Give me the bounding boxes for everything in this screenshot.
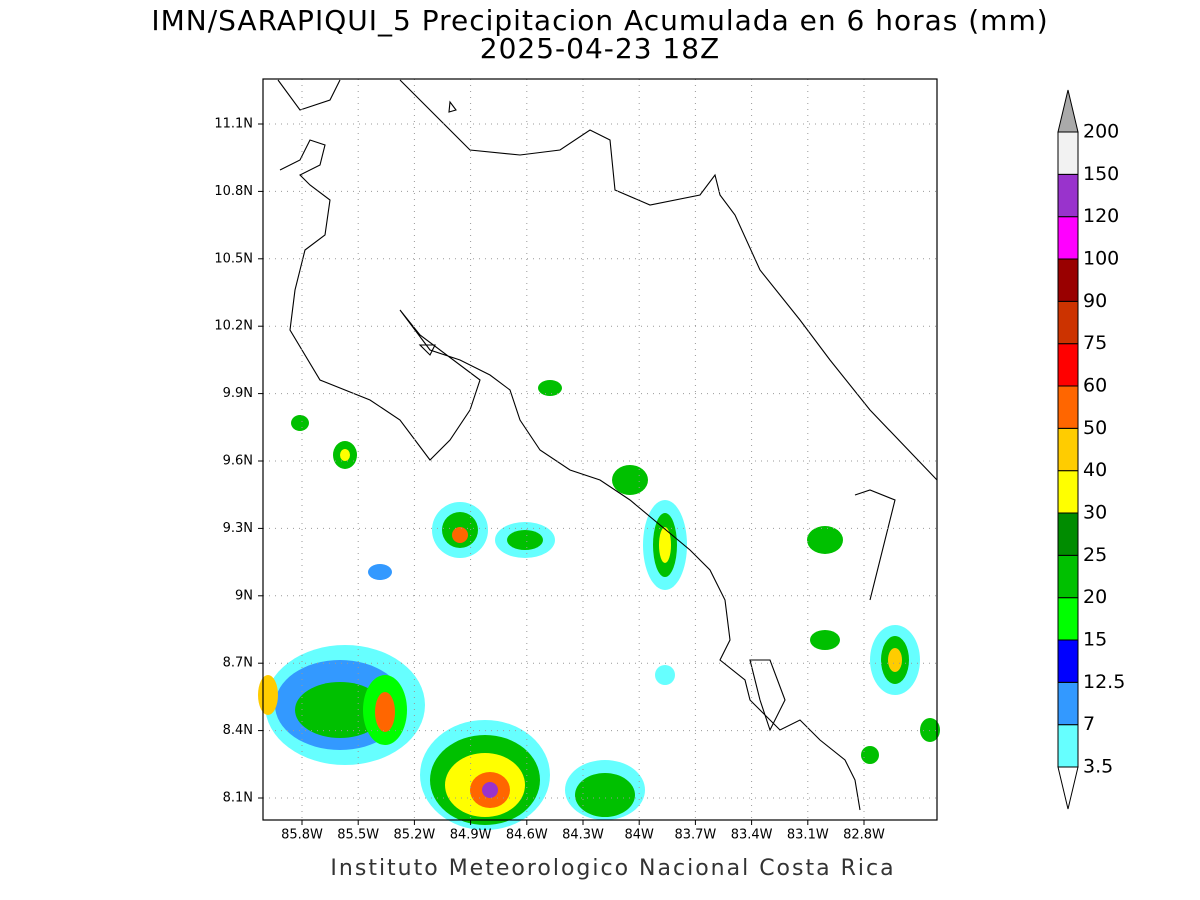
lat-label: 10.2N [214, 319, 253, 334]
lon-label: 85.2W [393, 828, 435, 843]
colorbar-label: 20 [1083, 586, 1107, 608]
precip-blobs [258, 380, 940, 830]
lon-label: 84W [624, 828, 654, 843]
colorbar-under [1057, 766, 1079, 810]
colorbar-over [1057, 89, 1079, 133]
colorbar-box [1057, 258, 1079, 302]
colorbar-label: 200 [1083, 121, 1119, 143]
lat-label: 9N [235, 588, 253, 603]
lon-label: 85.8W [281, 828, 323, 843]
colorbar-label: 100 [1083, 248, 1119, 270]
lon-label: 84.3W [562, 828, 604, 843]
colorbar-box [1057, 512, 1079, 556]
colorbar-box [1057, 173, 1079, 218]
lat-label: 9.3N [223, 521, 253, 536]
lon-label: 84.6W [506, 828, 548, 843]
colorbar-box [1057, 639, 1079, 683]
map-frame [262, 78, 938, 821]
colorbar-box [1057, 470, 1079, 514]
lon-label: 82.8W [843, 828, 885, 843]
lat-label: 8.1N [223, 791, 253, 806]
coastline [277, 79, 938, 811]
colorbar-label: 15 [1083, 629, 1107, 651]
lon-label: 83.7W [674, 828, 716, 843]
subtitle: 2025-04-23 18Z [480, 32, 720, 65]
lat-label: 10.5N [214, 251, 253, 266]
colorbar-box [1057, 131, 1079, 175]
colorbar-label: 60 [1083, 375, 1107, 397]
lat-label: 11.1N [214, 117, 253, 132]
colorbar-label: 30 [1083, 502, 1107, 524]
lon-label: 83.4W [731, 828, 773, 843]
colorbar-label: 7 [1083, 713, 1095, 735]
colorbar-label: 90 [1083, 290, 1107, 312]
colorbar-label: 40 [1083, 459, 1107, 481]
colorbar-box [1057, 427, 1079, 472]
lat-label: 9.9N [223, 386, 253, 401]
colorbar-label: 3.5 [1083, 756, 1113, 778]
colorbar-box [1057, 724, 1079, 768]
colorbar-box [1057, 681, 1079, 726]
colorbar-label: 75 [1083, 332, 1107, 354]
colorbar-label: 50 [1083, 417, 1107, 439]
colorbar: 3.5 7 12.5 15 20 25 30 40 50 60 75 90 100 120 150 200 [1057, 89, 1125, 810]
colorbar-box [1057, 300, 1079, 345]
colorbar-label: 120 [1083, 205, 1119, 227]
lat-label: 9.6N [223, 454, 253, 469]
footer: Instituto Meteorologico Nacional Costa R… [330, 856, 895, 881]
colorbar-box [1057, 343, 1079, 387]
colorbar-label: 150 [1083, 163, 1119, 185]
lat-label: 10.8N [214, 184, 253, 199]
lon-label: 84.9W [450, 828, 492, 843]
colorbar-label: 12.5 [1083, 671, 1125, 693]
lat-label: 8.7N [223, 656, 253, 671]
colorbar-box [1057, 554, 1079, 599]
colorbar-box [1057, 216, 1079, 260]
map-area [258, 78, 940, 830]
colorbar-box [1057, 385, 1079, 429]
title: IMN/SARAPIQUI_5 Precipitacion Acumulada … [151, 4, 1048, 37]
lon-label: 83.1W [787, 828, 829, 843]
colorbar-box [1057, 597, 1079, 641]
lon-label: 85.5W [337, 828, 379, 843]
lat-label: 8.4N [223, 723, 253, 738]
colorbar-label: 25 [1083, 544, 1107, 566]
